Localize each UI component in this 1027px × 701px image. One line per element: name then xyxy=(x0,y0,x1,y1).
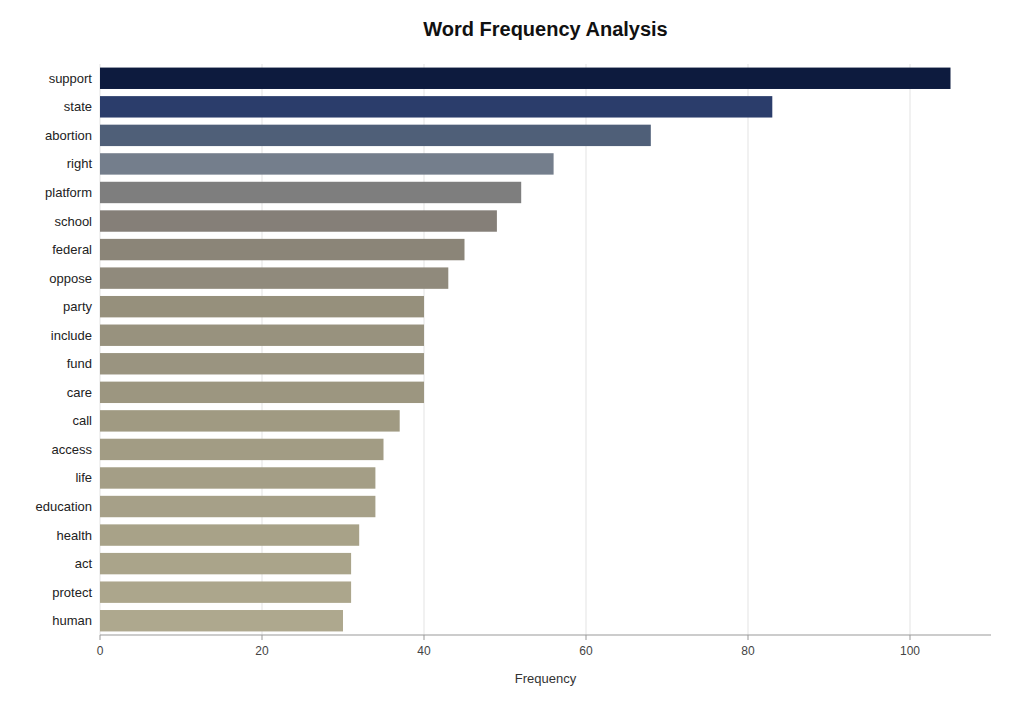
bar xyxy=(100,96,772,117)
x-tick-label: 20 xyxy=(255,644,269,658)
bar xyxy=(100,182,521,203)
y-tick-label: party xyxy=(63,299,92,314)
x-tick xyxy=(910,635,911,640)
y-tick-label: access xyxy=(52,442,93,457)
y-tick-label: health xyxy=(57,528,92,543)
x-tick xyxy=(586,635,587,640)
y-tick-label: state xyxy=(64,99,92,114)
x-tick xyxy=(262,635,263,640)
y-tick-label: support xyxy=(49,71,93,86)
y-tick-label: platform xyxy=(45,185,92,200)
y-tick-label: oppose xyxy=(49,271,92,286)
bars xyxy=(100,68,951,632)
bar xyxy=(100,210,497,231)
x-axis-line xyxy=(100,635,991,636)
x-tick-label: 100 xyxy=(900,644,920,658)
grid-line xyxy=(424,64,425,635)
x-axis: 0 20 40 60 80 100 xyxy=(97,635,991,658)
y-tick-label: call xyxy=(72,413,92,428)
bar xyxy=(100,496,375,517)
bar xyxy=(100,410,400,431)
bar xyxy=(100,296,424,317)
bar xyxy=(100,325,424,346)
bar xyxy=(100,553,351,574)
y-tick-label: education xyxy=(36,499,92,514)
y-tick-label: protect xyxy=(52,585,92,600)
bar xyxy=(100,68,951,89)
x-tick-label: 80 xyxy=(741,644,755,658)
bar xyxy=(100,610,343,631)
x-tick xyxy=(748,635,749,640)
grid-line xyxy=(586,64,587,635)
chart-svg: 0 20 40 60 80 100 support state abortion right pla… xyxy=(0,0,1027,701)
y-tick-label: life xyxy=(75,470,92,485)
y-tick-label: act xyxy=(75,556,93,571)
x-axis-label: Frequency xyxy=(515,671,577,686)
bar xyxy=(100,439,384,460)
bar xyxy=(100,581,351,602)
grid xyxy=(100,64,910,635)
page: {"chart_data": {"type": "bar", "orientat… xyxy=(0,0,1027,701)
y-tick-label: care xyxy=(67,385,92,400)
y-tick-label: fund xyxy=(67,356,92,371)
bar xyxy=(100,153,554,174)
grid-line xyxy=(100,64,101,635)
y-axis: support state abortion right platform school f… xyxy=(36,71,93,628)
x-tick-label: 60 xyxy=(579,644,593,658)
y-tick-label: right xyxy=(67,156,93,171)
bar xyxy=(100,467,375,488)
bar xyxy=(100,125,651,146)
grid-line xyxy=(910,64,911,635)
chart-title: Word Frequency Analysis xyxy=(423,18,668,40)
bar xyxy=(100,239,465,260)
y-tick-label: federal xyxy=(52,242,92,257)
bar xyxy=(100,382,424,403)
bar xyxy=(100,353,424,374)
x-tick xyxy=(424,635,425,640)
x-tick-label: 0 xyxy=(97,644,104,658)
x-tick xyxy=(100,635,101,640)
grid-line xyxy=(748,64,749,635)
y-tick-label: school xyxy=(54,214,92,229)
bar xyxy=(100,267,448,288)
y-tick-label: abortion xyxy=(45,128,92,143)
chart-container: 0 20 40 60 80 100 support state abortion right pla… xyxy=(0,0,1027,701)
bar xyxy=(100,524,359,545)
grid-line xyxy=(262,64,263,635)
x-tick-label: 40 xyxy=(417,644,431,658)
y-tick-label: include xyxy=(51,328,92,343)
y-tick-label: human xyxy=(52,613,92,628)
